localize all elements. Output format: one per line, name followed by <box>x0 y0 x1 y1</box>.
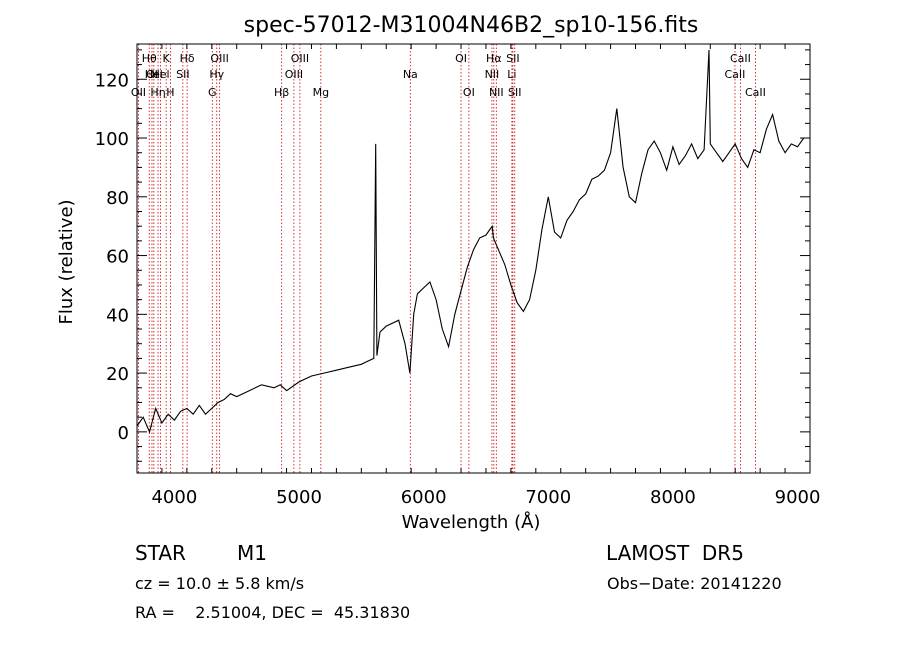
y-axis-label: Flux (relative) <box>56 199 77 324</box>
line-marker-label: G <box>208 86 217 99</box>
line-marker-label: Hδ <box>180 52 195 65</box>
y-tick-label: 20 <box>106 364 129 385</box>
object-class: STAR <box>135 541 186 565</box>
line-marker-label: Hel <box>152 68 170 81</box>
line-marker-label: OI <box>146 68 158 81</box>
line-marker-label: Na <box>403 68 418 81</box>
line-marker-label: SII <box>176 68 189 81</box>
line-marker-label: OII <box>131 86 146 99</box>
line-marker-label: NII <box>485 68 500 81</box>
line-marker-label: Hel <box>145 68 163 81</box>
line-marker-label: CaII <box>725 68 746 81</box>
line-marker-label: CaII <box>730 52 751 65</box>
line-marker-label: Li <box>507 68 516 81</box>
line-marker-label: H <box>166 86 174 99</box>
line-marker-label: Hα <box>486 52 502 65</box>
line-marker-label: SII <box>506 52 519 65</box>
line-marker-labels: OIIHθOIHelHηHelKHSIIHδGHγOIIIHβOIIIOIIIM… <box>131 52 766 99</box>
line-marker-label: Hβ <box>274 86 289 99</box>
object-subclass: M1 <box>237 541 267 565</box>
spectrum-line <box>136 49 805 434</box>
chart-title: spec-57012-M31004N46B2_sp10-156.fits <box>244 13 699 38</box>
x-tick-label: 9000 <box>775 487 821 508</box>
line-marker-label: CaII <box>745 86 766 99</box>
observation-date: Obs−Date: 20141220 <box>607 574 782 593</box>
y-tick-label: 100 <box>95 129 129 150</box>
plot-frame <box>136 43 811 474</box>
line-marker-label: Mg <box>313 86 329 99</box>
x-axis-label: Wavelength (Å) <box>402 511 541 533</box>
line-marker-label: NII <box>489 86 504 99</box>
line-marker-label: OIII <box>291 52 309 65</box>
line-marker-label: OIII <box>210 52 228 65</box>
line-marker-label: SII <box>508 86 521 99</box>
y-tick-label: 60 <box>106 247 129 268</box>
x-tick-label: 4000 <box>151 487 197 508</box>
y-tick-label: 0 <box>118 423 129 444</box>
line-marker-label: Hθ <box>142 52 157 65</box>
y-tick-label: 120 <box>95 70 129 91</box>
x-tick-label: 8000 <box>650 487 696 508</box>
line-marker-label: OI <box>463 86 475 99</box>
y-tick-label: 40 <box>106 305 129 326</box>
x-axis: 4000 5000 6000 7000 8000 9000 <box>136 44 821 508</box>
line-marker-label: OI <box>455 52 467 65</box>
survey-name: LAMOST DR5 <box>606 541 744 565</box>
line-marker-label: OIII <box>285 68 303 81</box>
x-tick-label: 7000 <box>525 487 571 508</box>
sky-coordinates: RA = 2.51004, DEC = 45.31830 <box>135 603 411 622</box>
y-tick-label: 80 <box>106 188 129 209</box>
line-marker-label: K <box>163 52 171 65</box>
x-tick-label: 6000 <box>401 487 447 508</box>
line-markers <box>138 44 756 473</box>
line-marker-label: Hη <box>150 86 165 99</box>
redshift-velocity: cz = 10.0 ± 5.8 km/s <box>135 574 305 593</box>
y-axis: 0 20 40 60 80 100 120 <box>95 49 810 462</box>
x-tick-label: 5000 <box>276 487 322 508</box>
line-marker-label: Hγ <box>209 68 224 81</box>
